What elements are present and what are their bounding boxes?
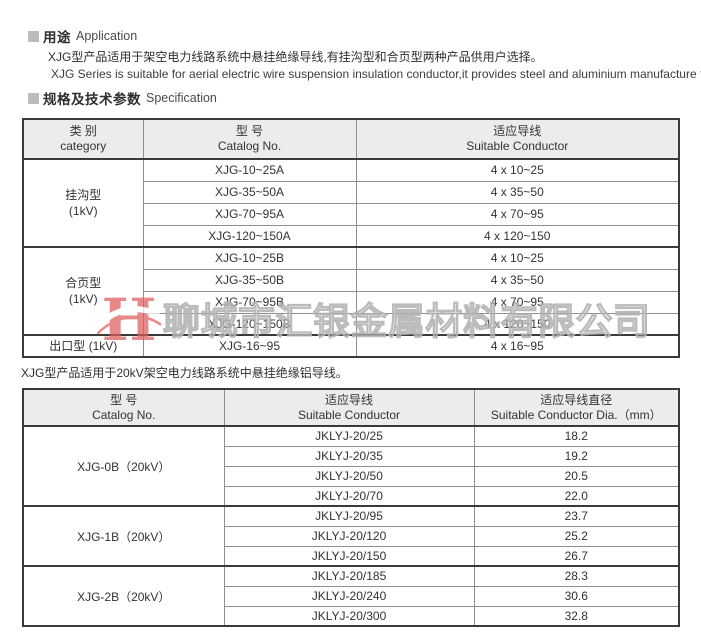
category-cell: XJG-0B（20kV） — [22, 425, 225, 507]
header-cell-category: 类 别 category — [22, 118, 144, 160]
table-row: XJG-0B（20kV） JKLYJ-20/25 18.2 — [22, 425, 680, 507]
conductor-cell: 4 x 120~150 — [355, 224, 680, 248]
diameter-cell: 28.3 — [473, 565, 680, 587]
header-cell-catalog-no: 型 号 Catalog No. — [142, 118, 357, 160]
conductor-cell: 4 x 35~50 — [355, 268, 680, 292]
conductor-cell: 4 x 70~95 — [355, 202, 680, 226]
conductor-cell: JKLYJ-20/240 — [223, 585, 475, 607]
table-row: XJG-70~95B 4 x 70~95 — [23, 290, 680, 314]
specification-heading-en: Specification — [146, 91, 217, 105]
header-cell-conductor-diameter: 适应导线直径 Suitable Conductor Dia.（mm） — [473, 388, 680, 427]
section-square-icon — [28, 92, 39, 104]
conductor-cell: JKLYJ-20/185 — [223, 565, 475, 587]
diameter-cell: 23.7 — [473, 505, 680, 527]
table-row: XJG-2B（20kV） JKLYJ-20/185 28.3 — [22, 565, 680, 627]
conductor-cell: JKLYJ-20/150 — [223, 545, 475, 567]
table-row: JKLYJ-20/50 20.5 — [23, 465, 680, 487]
table-header-row: 型 号 Catalog No. 适应导线 Suitable Conductor … — [22, 388, 680, 427]
application-intro: XJG型产品适用于架空电力线路系统中悬挂绝缘导线,有挂沟型和合页型两种产品供用户… — [48, 49, 701, 83]
application-intro-en: XJG Series is suitable for aerial electr… — [51, 67, 701, 81]
catalog-no-cell: XJG-70~95B — [142, 290, 357, 314]
catalog-no-cell: XJG-16~95 — [142, 334, 357, 358]
conductor-cell: 4 x 70~95 — [355, 290, 680, 314]
table-row: XJG-1B（20kV） JKLYJ-20/95 23.7 — [22, 505, 680, 567]
diameter-cell: 30.6 — [473, 585, 680, 607]
table-header-row: 类 别 category 型 号 Catalog No. 适应导线 Suitab… — [22, 118, 680, 160]
category-cell: XJG-1B（20kV） — [22, 505, 225, 567]
conductor-cell: 4 x 16~95 — [355, 334, 680, 358]
table-row: 出口型 (1kV) XJG-16~95 4 x 16~95 — [22, 334, 680, 358]
spec-table-20kv: 型 号 Catalog No. 适应导线 Suitable Conductor … — [22, 388, 680, 627]
diameter-cell: 22.0 — [473, 485, 680, 507]
catalog-no-cell: XJG-120~150A — [142, 224, 357, 248]
diameter-cell: 25.2 — [473, 525, 680, 547]
conductor-cell: JKLYJ-20/300 — [223, 605, 475, 627]
conductor-cell: JKLYJ-20/120 — [223, 525, 475, 547]
conductor-cell: JKLYJ-20/95 — [223, 505, 475, 527]
application-section-heading: 用途 Application — [28, 26, 137, 46]
catalog-no-cell: XJG-35~50A — [142, 180, 357, 204]
catalog-no-cell: XJG-70~95A — [142, 202, 357, 226]
diameter-cell: 32.8 — [473, 605, 680, 627]
header-cell-suitable-conductor: 适应导线 Suitable Conductor — [355, 118, 680, 160]
conductor-cell: JKLYJ-20/50 — [223, 465, 475, 487]
note-20kv: XJG型产品适用于20kV架空电力线路系统中悬挂绝缘铝导线。 — [21, 366, 348, 380]
catalog-no-cell: XJG-35~50B — [142, 268, 357, 292]
table-row: JKLYJ-20/300 32.8 — [23, 605, 680, 627]
catalog-no-cell: XJG-10~25A — [142, 158, 357, 182]
table-row: JKLYJ-20/150 26.7 — [23, 545, 680, 567]
specification-heading-zh: 规格及技术参数 — [43, 92, 141, 107]
application-intro-zh: XJG型产品适用于架空电力线路系统中悬挂绝缘导线,有挂沟型和合页型两种产品供用户… — [48, 50, 543, 64]
category-cell: 合页型 (1kV) — [22, 246, 144, 336]
table-row: JKLYJ-20/70 22.0 — [23, 485, 680, 507]
diameter-cell: 26.7 — [473, 545, 680, 567]
table-row: 合页型 (1kV) XJG-10~25B 4 x 10~25 — [22, 246, 680, 336]
table-row: JKLYJ-20/35 19.2 — [23, 445, 680, 467]
catalog-no-cell: XJG-10~25B — [142, 246, 357, 270]
category-cell: 出口型 (1kV) — [22, 334, 144, 358]
diameter-cell: 18.2 — [473, 425, 680, 447]
conductor-cell: 4 x 10~25 — [355, 246, 680, 270]
spec-table-1kv: 类 别 category 型 号 Catalog No. 适应导线 Suitab… — [22, 118, 680, 358]
conductor-cell: 4 x 35~50 — [355, 180, 680, 204]
application-heading-en: Application — [76, 29, 138, 43]
table-row: JKLYJ-20/120 25.2 — [23, 525, 680, 547]
diameter-cell: 19.2 — [473, 445, 680, 467]
conductor-cell: 4 x 120~150 — [355, 312, 680, 336]
header-cell-suitable-conductor: 适应导线 Suitable Conductor — [223, 388, 475, 427]
catalog-no-cell: XJG-120~150B — [142, 312, 357, 336]
conductor-cell: JKLYJ-20/25 — [223, 425, 475, 447]
specification-section-heading: 规格及技术参数 Specification — [28, 88, 217, 108]
conductor-cell: JKLYJ-20/35 — [223, 445, 475, 467]
conductor-cell: JKLYJ-20/70 — [223, 485, 475, 507]
table-row: 挂沟型 (1kV) XJG-10~25A 4 x 10~25 — [22, 158, 680, 248]
application-heading-zh: 用途 — [43, 30, 71, 45]
category-cell: XJG-2B（20kV） — [22, 565, 225, 627]
conductor-cell: 4 x 10~25 — [355, 158, 680, 182]
header-cell-catalog-no: 型 号 Catalog No. — [22, 388, 225, 427]
section-square-icon — [28, 30, 39, 42]
diameter-cell: 20.5 — [473, 465, 680, 487]
table-row: XJG-120~150A 4 x 120~150 — [23, 224, 680, 248]
category-cell: 挂沟型 (1kV) — [22, 158, 144, 248]
